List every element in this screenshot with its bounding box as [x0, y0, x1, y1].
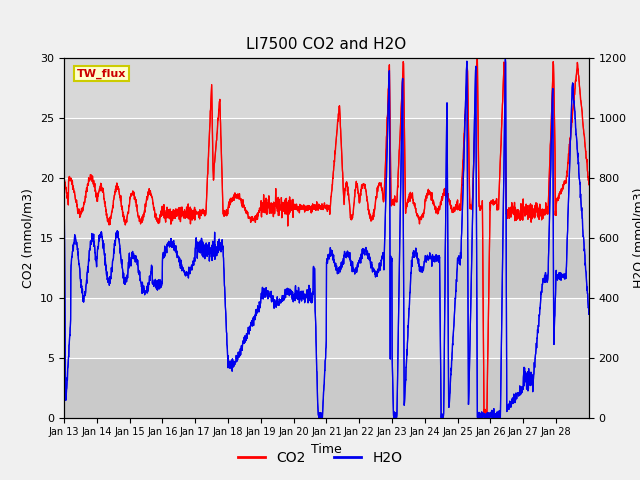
H2O: [226, 365, 234, 371]
CO2: [585, 182, 593, 188]
Text: TW_flux: TW_flux: [77, 68, 127, 79]
CO2: [578, 107, 586, 112]
Bar: [64, 118, 589, 178]
CO2: [515, 214, 522, 219]
H2O: [60, 160, 68, 166]
Bar: [64, 238, 589, 298]
H2O: [578, 205, 586, 211]
Legend: CO2, H2O: CO2, H2O: [232, 445, 408, 471]
CO2: [226, 196, 234, 202]
H2O: [515, 390, 522, 396]
CO2: [482, 412, 490, 418]
Bar: [64, 178, 589, 238]
H2O: [315, 415, 323, 420]
Line: CO2: CO2: [64, 58, 589, 415]
CO2: [484, 301, 492, 307]
H2O: [113, 233, 120, 239]
X-axis label: Time: Time: [311, 443, 342, 456]
Bar: [64, 358, 589, 418]
H2O: [358, 252, 365, 257]
Y-axis label: H2O (mmol/m3): H2O (mmol/m3): [632, 187, 640, 288]
Title: LI7500 CO2 and H2O: LI7500 CO2 and H2O: [246, 37, 406, 52]
H2O: [585, 312, 593, 317]
CO2: [358, 182, 365, 188]
CO2: [60, 176, 68, 181]
H2O: [502, 57, 509, 62]
CO2: [474, 55, 481, 60]
Bar: [64, 58, 589, 118]
Line: H2O: H2O: [64, 60, 589, 418]
CO2: [113, 183, 120, 189]
Y-axis label: CO2 (mmol/m3): CO2 (mmol/m3): [22, 188, 35, 288]
H2O: [484, 415, 492, 420]
Bar: [64, 298, 589, 358]
